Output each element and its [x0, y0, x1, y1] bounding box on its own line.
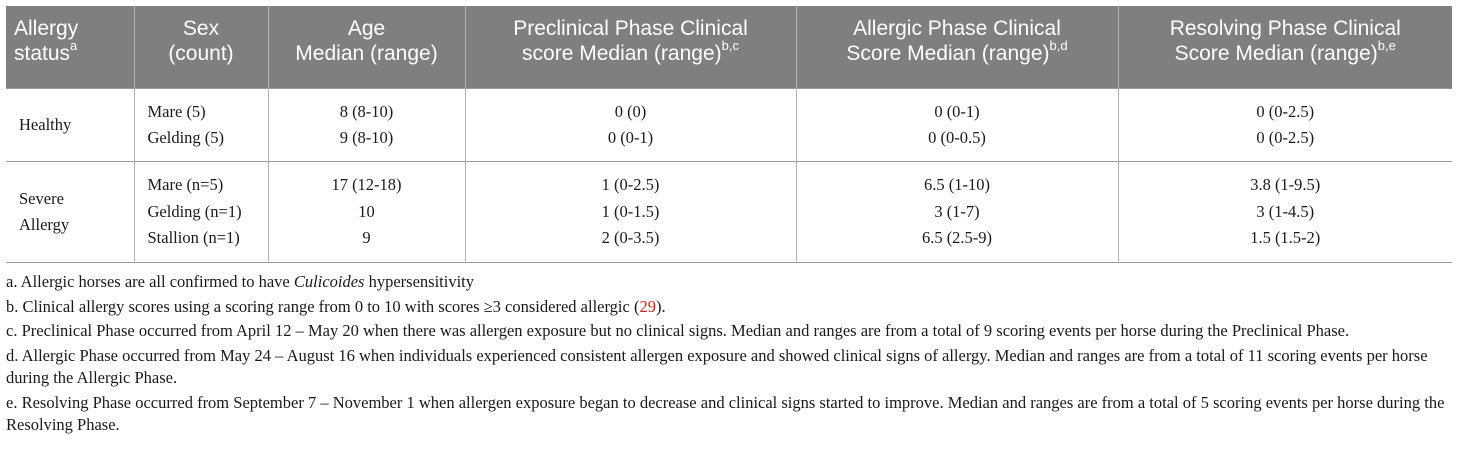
table-container: Allergy statusa Sex (count) Age Median (… [6, 6, 1452, 439]
allergic-cell: 6.5 (1-10) 3 (1-7) 6.5 (2.5-9) [795, 161, 1118, 263]
header-age: Age Median (range) [267, 6, 465, 89]
header-allergy-status: Allergy statusa [6, 6, 134, 89]
resolving-cell: 0 (0-2.5) 0 (0-2.5) [1117, 88, 1452, 162]
footnote-b: b. Clinical allergy scores using a scori… [6, 296, 666, 316]
sex-cell: Mare (n=5) Gelding (n=1) Stallion (n=1) [133, 161, 268, 263]
preclinical-cell: 0 (0) 0 (0-1) [464, 88, 796, 162]
header-preclinical: Preclinical Phase Clinical score Median … [464, 6, 796, 89]
footnote-c: c. Preclinical Phase occurred from April… [6, 321, 1350, 340]
age-cell: 17 (12-18) 10 9 [267, 161, 465, 263]
italic-genus: Culicoides [293, 272, 365, 291]
horse-allergy-table: Allergy statusa Sex (count) Age Median (… [6, 6, 1452, 263]
reference-link[interactable]: 29 [639, 296, 656, 316]
status-cell-severe-allergy: Severe Allergy [6, 161, 134, 263]
allergic-cell: 0 (0-1) 0 (0-0.5) [795, 88, 1118, 162]
footnotes: a. Allergic horses are all confirmed to … [6, 271, 1452, 437]
header-resolving: Resolving Phase Clinical Score Median (r… [1117, 6, 1452, 89]
status-cell-healthy: Healthy [6, 88, 134, 162]
footnote-a: a. Allergic horses are all confirmed to … [6, 272, 474, 291]
resolving-cell: 3.8 (1-9.5) 3 (1-4.5) 1.5 (1.5-2) [1117, 161, 1452, 263]
preclinical-cell: 1 (0-2.5) 1 (0-1.5) 2 (0-3.5) [464, 161, 796, 263]
sex-cell: Mare (5) Gelding (5) [133, 88, 268, 162]
footnote-e: e. Resolving Phase occurred from Septemb… [6, 392, 1445, 435]
header-sex: Sex (count) [133, 6, 268, 89]
footnote-d: d. Allergic Phase occurred from May 24 –… [6, 345, 1428, 388]
table-row-severe-allergy: Severe Allergy Mare (n=5) Gelding (n=1) … [6, 161, 1452, 263]
header-row: Allergy statusa Sex (count) Age Median (… [6, 6, 1452, 89]
table-row-healthy: Healthy Mare (5) Gelding (5) 8 (8-10) 9 … [6, 88, 1452, 162]
header-allergic: Allergic Phase Clinical Score Median (ra… [795, 6, 1118, 89]
age-cell: 8 (8-10) 9 (8-10) [267, 88, 465, 162]
